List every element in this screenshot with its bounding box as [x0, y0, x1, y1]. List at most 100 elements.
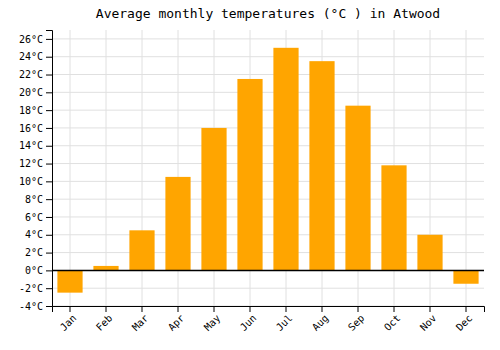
y-tick: 12°C — [19, 158, 52, 169]
x-tick: Mar — [130, 306, 151, 333]
y-tick-mark — [46, 146, 52, 147]
y-tick-mark — [46, 57, 52, 58]
zero-line — [52, 270, 484, 272]
y-tick-label: 14°C — [19, 140, 43, 151]
y-grid-line — [52, 181, 484, 182]
y-tick-mark — [46, 235, 52, 236]
y-tick-label: 24°C — [19, 51, 43, 62]
x-tick: Aug — [310, 306, 331, 333]
bar — [57, 270, 82, 292]
x-tick-mark — [322, 306, 323, 312]
y-tick-label: 22°C — [19, 69, 43, 80]
y-tick-mark — [46, 164, 52, 165]
y-tick: 22°C — [19, 69, 52, 80]
y-tick-mark — [46, 110, 52, 111]
y-tick: 18°C — [19, 105, 52, 116]
y-tick: 4°C — [25, 229, 52, 240]
x-tick-label: Apr — [166, 312, 187, 333]
y-tick-mark — [46, 253, 52, 254]
y-tick-mark — [46, 181, 52, 182]
x-tick-label: Oct — [382, 312, 403, 333]
y-tick-mark — [46, 270, 52, 271]
y-tick-label: 2°C — [25, 247, 43, 258]
y-tick: 24°C — [19, 51, 52, 62]
y-tick-label: 12°C — [19, 158, 43, 169]
x-tick: Oct — [382, 306, 403, 333]
plot: -4°C -2°C 0°C 2°C 4°C 6°C 8°C 10°C 12°C 14°C 16°C 1… — [19, 30, 485, 333]
x-tick-label: Aug — [310, 312, 331, 333]
grid — [52, 30, 484, 306]
x-tick: Nov — [418, 306, 439, 333]
x-tick-mark — [106, 306, 107, 312]
y-tick: 6°C — [25, 212, 52, 223]
x-tick-label: Feb — [94, 312, 115, 333]
y-tick-label: 26°C — [19, 34, 43, 45]
y-grid-line — [52, 127, 484, 128]
y-tick-mark — [46, 217, 52, 218]
bar — [453, 270, 478, 283]
x-tick-label: May — [202, 312, 223, 333]
x-tick-mark — [214, 306, 215, 312]
y-tick-label: 16°C — [19, 123, 43, 134]
x-tick: May — [202, 306, 223, 333]
x-tick-label: Mar — [130, 312, 151, 333]
bar — [165, 177, 190, 270]
x-tick-mark — [70, 306, 71, 312]
y-tick-label: 18°C — [19, 105, 43, 116]
x-tick: Dec — [454, 306, 475, 333]
y-tick-mark — [46, 306, 52, 307]
x-tick-mark — [250, 306, 251, 312]
bar — [345, 106, 370, 271]
y-tick: 2°C — [25, 247, 52, 258]
chart-svg: -4°C -2°C 0°C 2°C 4°C 6°C 8°C 10°C 12°C 14°C 16°C 1… — [0, 0, 500, 350]
bar — [273, 48, 298, 271]
x-tick: Sep — [346, 306, 367, 333]
bar — [381, 165, 406, 270]
x-tick: Jul — [274, 306, 295, 333]
x-axis-line — [53, 307, 485, 313]
x-tick-mark — [178, 306, 179, 312]
y-tick-label: 8°C — [25, 194, 43, 205]
y-tick-label: -2°C — [19, 283, 43, 294]
y-tick-label: 4°C — [25, 229, 43, 240]
y-tick: 0°C — [25, 265, 52, 276]
y-tick-mark — [46, 199, 52, 200]
x-tick-mark — [466, 306, 467, 312]
y-tick-mark — [46, 75, 52, 76]
y-tick: 10°C — [19, 176, 52, 187]
x-tick-mark — [286, 306, 287, 312]
x-axis: Jan Feb Mar Apr May Jun Jul Aug Sep Oct Nov Dec — [53, 306, 485, 333]
chart-container: -4°C -2°C 0°C 2°C 4°C 6°C 8°C 10°C 12°C 14°C 16°C 1… — [0, 0, 500, 350]
bar — [237, 79, 262, 270]
y-tick-label: 0°C — [25, 265, 43, 276]
y-grid-line — [52, 270, 484, 271]
x-tick-mark — [142, 306, 143, 312]
x-tick-label: Nov — [418, 312, 439, 333]
x-tick-mark — [394, 306, 395, 312]
y-axis-line — [46, 31, 53, 307]
y-grid-line — [52, 92, 484, 93]
x-tick-label: Dec — [454, 312, 475, 333]
y-tick: 14°C — [19, 140, 52, 151]
y-tick: 26°C — [19, 34, 52, 45]
y-grid-line — [52, 74, 484, 75]
bar — [201, 128, 226, 270]
y-tick-label: 6°C — [25, 212, 43, 223]
y-grid-line — [52, 199, 484, 200]
title: Average monthly temperatures (°C ) in At… — [96, 6, 440, 21]
y-tick-mark — [46, 92, 52, 93]
y-tick: 20°C — [19, 87, 52, 98]
x-grid-line — [106, 30, 107, 306]
y-grid-line — [52, 56, 484, 57]
y-tick-mark — [46, 39, 52, 40]
x-tick-label: Jun — [238, 312, 259, 333]
x-tick: Apr — [166, 306, 187, 333]
y-tick: -4°C — [19, 301, 52, 312]
x-tick: Jan — [58, 306, 79, 333]
bar — [417, 235, 442, 271]
x-tick-label: Jan — [58, 312, 79, 333]
y-grid-line — [52, 145, 484, 146]
y-tick-label: 20°C — [19, 87, 43, 98]
y-grid-line — [52, 38, 484, 39]
y-tick: 16°C — [19, 123, 52, 134]
